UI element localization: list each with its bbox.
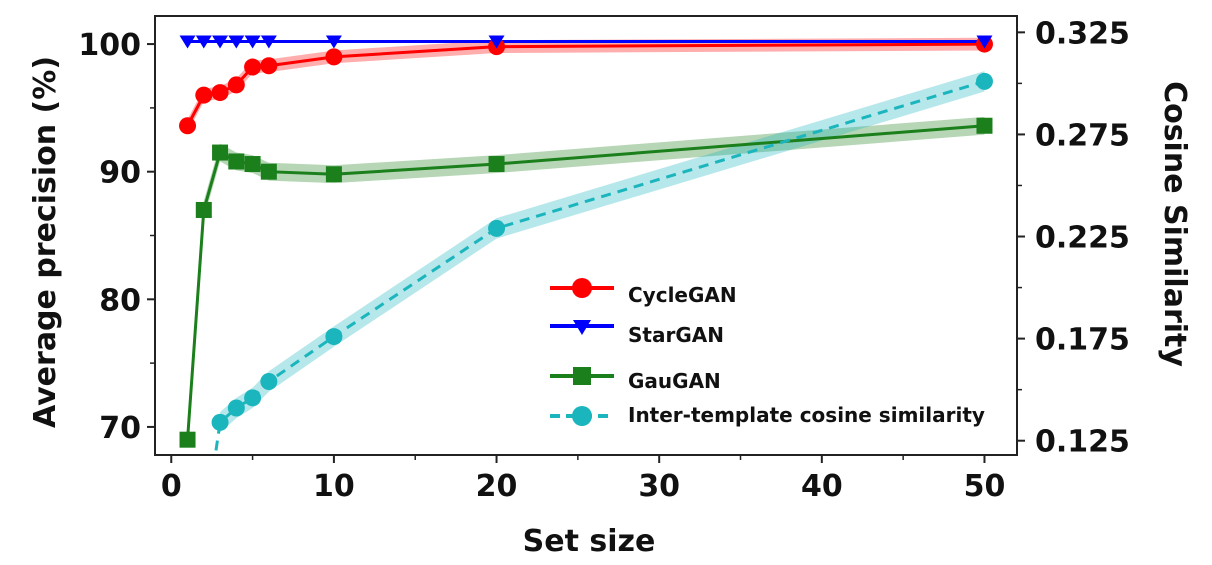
y-tick-label: 90 xyxy=(99,156,141,191)
point-stargan xyxy=(976,35,993,49)
legend-marker-stargan xyxy=(573,320,591,335)
band-inter-template-cosine-similarity xyxy=(220,71,985,433)
point-gaugan xyxy=(228,153,245,170)
band-cyclegan xyxy=(187,37,985,133)
point-inter-template-cosine-similarity xyxy=(488,219,506,237)
point-cyclegan xyxy=(179,117,197,135)
legend-marker-gaugan xyxy=(573,367,591,385)
y2-tick-label: 0.275 xyxy=(1035,118,1130,153)
y2-tick-label: 0.325 xyxy=(1035,16,1130,51)
point-inter-template-cosine-similarity xyxy=(244,389,262,407)
point-gaugan xyxy=(195,201,212,218)
legend-item-cyclegan: CycleGAN xyxy=(550,278,737,307)
legend-marker-cyclegan xyxy=(572,278,592,298)
point-gaugan xyxy=(212,144,229,161)
legend-label-cosine: Inter-template cosine similarity xyxy=(628,403,985,427)
point-inter-template-cosine-similarity xyxy=(227,399,245,417)
y2-tick-label: 0.225 xyxy=(1035,221,1130,256)
point-stargan xyxy=(228,35,245,49)
x-tick-label: 10 xyxy=(313,469,355,504)
y-tick-label: 70 xyxy=(99,411,141,446)
x-tick-label: 0 xyxy=(161,469,182,504)
point-inter-template-cosine-similarity xyxy=(975,72,993,90)
legend-item-gaugan: GauGAN xyxy=(550,367,721,393)
point-gaugan xyxy=(260,163,277,180)
y-axis-title: Average precision (%) xyxy=(28,56,63,428)
x-axis-title: Set size xyxy=(523,524,656,559)
point-inter-template-cosine-similarity xyxy=(260,372,278,390)
point-cyclegan xyxy=(325,48,343,66)
point-gaugan xyxy=(244,156,261,173)
y2-tick-label: 0.175 xyxy=(1035,323,1130,358)
point-cyclegan xyxy=(195,86,213,104)
series-markers xyxy=(179,35,993,448)
y-tick-label: 100 xyxy=(78,28,141,63)
point-stargan xyxy=(488,35,505,49)
point-cyclegan xyxy=(227,76,245,94)
legend-label-cyclegan: CycleGAN xyxy=(628,283,737,307)
point-gaugan xyxy=(179,431,196,448)
y-axis-ticks: 70 80 90 100 xyxy=(78,28,155,446)
x-axis-ticks: 0 10 20 30 40 50 xyxy=(161,455,1006,504)
legend: CycleGAN StarGAN GauGAN Inter-template c… xyxy=(515,268,1003,440)
point-gaugan xyxy=(325,166,342,183)
x-tick-label: 40 xyxy=(801,469,843,504)
confidence-bands xyxy=(187,37,985,449)
legend-box xyxy=(515,268,1003,440)
x-tick-label: 50 xyxy=(964,469,1006,504)
point-inter-template-cosine-similarity xyxy=(211,413,229,431)
y2-tick-label: 0.125 xyxy=(1035,425,1130,460)
point-stargan xyxy=(325,35,342,49)
point-stargan xyxy=(195,35,212,49)
legend-item-cosine: Inter-template cosine similarity xyxy=(550,403,985,427)
point-inter-template-cosine-similarity xyxy=(325,328,343,346)
y2-axis-title: Cosine Similarity xyxy=(1157,81,1192,367)
point-stargan xyxy=(179,35,196,49)
y-tick-label: 80 xyxy=(99,283,141,318)
point-stargan xyxy=(212,35,229,49)
point-gaugan xyxy=(976,117,993,134)
point-cyclegan xyxy=(260,57,278,75)
y2-axis-ticks: 0.125 0.175 0.225 0.275 0.325 xyxy=(1017,16,1130,460)
point-cyclegan xyxy=(211,84,229,102)
point-stargan xyxy=(260,35,277,49)
legend-marker-cosine xyxy=(572,406,592,426)
legend-label-stargan: StarGAN xyxy=(628,323,724,347)
legend-item-stargan: StarGAN xyxy=(550,320,724,347)
point-stargan xyxy=(244,35,261,49)
legend-label-gaugan: GauGAN xyxy=(628,369,721,393)
x-tick-label: 20 xyxy=(476,469,518,504)
point-gaugan xyxy=(488,156,505,173)
point-cyclegan xyxy=(244,58,262,76)
x-tick-label: 30 xyxy=(638,469,680,504)
